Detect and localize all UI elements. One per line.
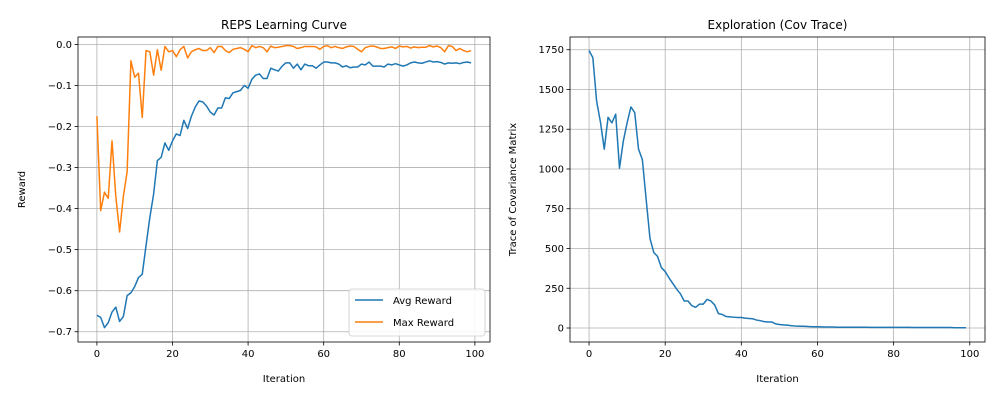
reward-chart-ytick-label: −0.6 (48, 286, 72, 297)
cov-trace-chart-ytick-label: 500 (545, 244, 564, 255)
reward-chart-series-max-reward (96, 44, 472, 233)
reward-chart-ytick-label: −0.5 (48, 245, 72, 256)
reward-chart-series-avg-reward (96, 60, 472, 329)
cov-trace-chart-xlabel: Iteration (756, 374, 798, 385)
cov-trace-chart-frame (569, 36, 986, 343)
reward-chart-xtick-label: 80 (393, 349, 406, 360)
reward-chart-legend: Avg Reward Max Reward (348, 288, 486, 337)
cov-trace-chart-series-trace (588, 50, 966, 329)
cov-trace-chart-xtick-label: 60 (811, 349, 824, 360)
cov-trace-chart-xtick-label: 40 (735, 349, 748, 360)
legend-label-max-reward: Max Reward (393, 318, 454, 329)
reward-chart-xlabel: Iteration (263, 374, 305, 385)
reward-chart-xtick-label: 20 (166, 349, 179, 360)
cov-trace-chart-xtick-label: 0 (586, 349, 592, 360)
reward-chart-ticks: 0 20 40 60 80 100 0.0 −0.1 −0.2 −0.3 −0.4 −0.5 −0.6 −… (48, 40, 485, 360)
cov-trace-chart-ytick-label: 1250 (539, 125, 564, 136)
cov-trace-chart-ytick-label: 750 (545, 204, 564, 215)
cov-trace-chart-ytick-label: 1000 (539, 164, 564, 175)
cov-trace-chart-ytick-label: 0 (558, 324, 564, 335)
reward-chart-ytick-label: −0.3 (48, 163, 72, 174)
reward-chart-frame (77, 36, 491, 343)
cov-trace-chart-grid (570, 37, 985, 342)
cov-trace-chart-ylabel: Trace of Covariance Matrix (508, 123, 519, 257)
reward-chart-ytick-label: −0.4 (48, 204, 72, 215)
reward-chart-xtick-label: 40 (242, 349, 255, 360)
reward-chart-series (96, 44, 472, 329)
legend-label-avg-reward: Avg Reward (393, 296, 452, 307)
reward-chart-ytick-label: −0.2 (48, 122, 72, 133)
reward-chart-ylabel: Reward (17, 171, 28, 208)
reward-chart-title: REPS Learning Curve (221, 18, 347, 32)
reward-chart-ytick-label: −0.7 (48, 327, 72, 338)
reward-chart-ytick-label: 0.0 (56, 40, 72, 51)
cov-trace-chart-ytick-label: 1750 (539, 45, 564, 56)
reward-chart-xtick-label: 0 (94, 349, 100, 360)
cov-trace-chart-series (588, 50, 966, 329)
reward-chart-xtick-label: 100 (465, 349, 484, 360)
reward-chart: 0 20 40 60 80 100 0.0 −0.1 −0.2 −0.3 −0.4 −0.5 −0.6 −… (17, 18, 491, 385)
cov-trace-chart-ytick-label: 1500 (539, 85, 564, 96)
cov-trace-chart-title: Exploration (Cov Trace) (708, 18, 848, 32)
cov-trace-chart-xtick-label: 20 (659, 349, 672, 360)
cov-trace-chart-ytick-label: 250 (545, 284, 564, 295)
cov-trace-chart-xtick-label: 80 (887, 349, 900, 360)
cov-trace-chart-xtick-label: 100 (960, 349, 979, 360)
reward-chart-xtick-label: 60 (317, 349, 330, 360)
reward-chart-ytick-label: −0.1 (48, 81, 72, 92)
